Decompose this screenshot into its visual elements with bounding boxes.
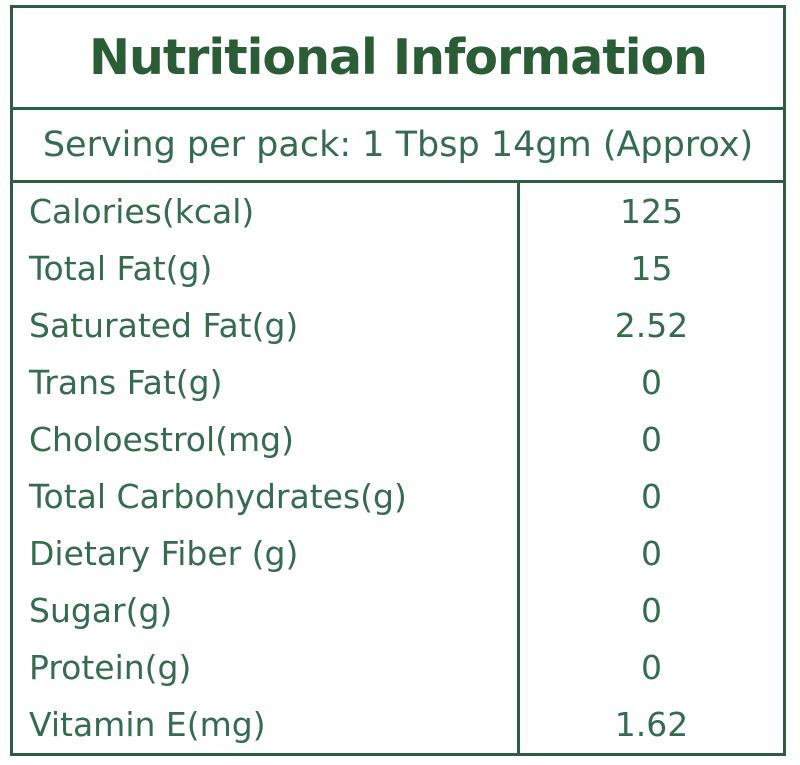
nutrient-value: 0	[517, 354, 783, 411]
nutrient-label: Vitamin E(mg)	[29, 705, 266, 744]
nutrient-label: Total Fat(g)	[29, 249, 213, 288]
table-row: Total Fat(g) 15	[13, 240, 783, 297]
nutrient-label: Dietary Fiber (g)	[29, 534, 299, 573]
nutrition-table: Calories(kcal) 125 Total Fat(g) 15 Satur…	[13, 183, 783, 753]
label-header: Nutritional Information	[13, 8, 783, 110]
table-row: Vitamin E(mg) 1.62	[13, 696, 783, 753]
table-row: Calories(kcal) 125	[13, 183, 783, 240]
table-row: Choloestrol(mg) 0	[13, 411, 783, 468]
serving-info-text: Serving per pack: 1 Tbsp 14gm (Approx)	[42, 125, 754, 165]
nutrient-value: 0	[517, 639, 783, 696]
table-row: Total Carbohydrates(g) 0	[13, 468, 783, 525]
nutrient-value: 0	[517, 582, 783, 639]
nutrient-value: 15	[517, 240, 783, 297]
page-title: Nutritional Information	[88, 29, 708, 86]
nutrient-value: 0	[517, 525, 783, 582]
nutrient-label: Choloestrol(mg)	[29, 420, 294, 459]
nutrient-value: 0	[517, 468, 783, 525]
nutrient-label: Total Carbohydrates(g)	[29, 477, 407, 516]
nutrition-label: Nutritional Information Serving per pack…	[10, 5, 786, 756]
nutrient-label: Calories(kcal)	[29, 192, 255, 231]
nutrient-value: 1.62	[517, 696, 783, 753]
table-row: Protein(g) 0	[13, 639, 783, 696]
table-row: Trans Fat(g) 0	[13, 354, 783, 411]
nutrient-label: Sugar(g)	[29, 591, 173, 630]
serving-info-row: Serving per pack: 1 Tbsp 14gm (Approx)	[13, 110, 783, 183]
nutrient-value: 0	[517, 411, 783, 468]
table-row: Dietary Fiber (g) 0	[13, 525, 783, 582]
table-row: Saturated Fat(g) 2.52	[13, 297, 783, 354]
nutrient-label: Saturated Fat(g)	[29, 306, 299, 345]
nutrient-value: 2.52	[517, 297, 783, 354]
nutrient-value: 125	[517, 183, 783, 240]
nutrient-label: Trans Fat(g)	[29, 363, 223, 402]
table-row: Sugar(g) 0	[13, 582, 783, 639]
nutrient-label: Protein(g)	[29, 648, 192, 687]
